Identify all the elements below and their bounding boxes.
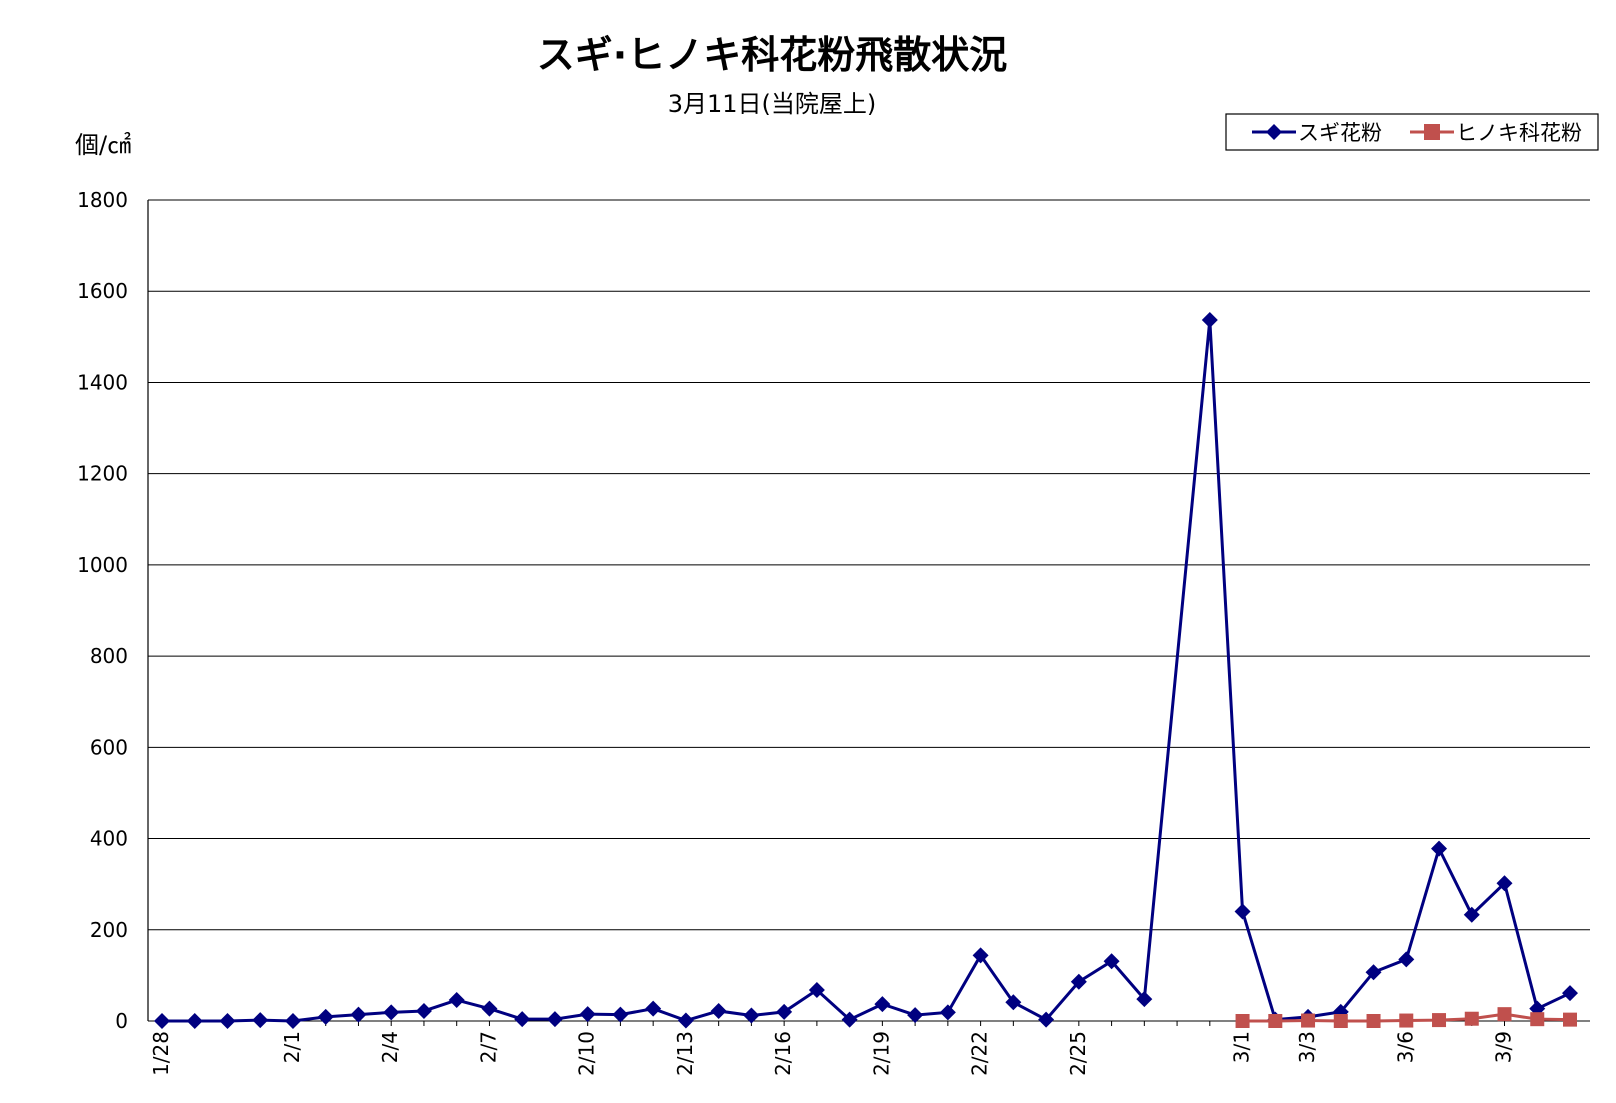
data-point <box>1038 1011 1055 1028</box>
data-point <box>154 1013 170 1029</box>
legend-label-0: スギ花粉 <box>1298 121 1382 145</box>
legend-marker-diamond-icon <box>1266 124 1282 140</box>
x-tick-label: 2/22 <box>968 1031 992 1076</box>
y-tick-label: 0 <box>115 1009 128 1033</box>
data-point <box>383 1004 400 1021</box>
data-point <box>1497 1007 1512 1022</box>
data-point <box>907 1007 924 1024</box>
data-point <box>1268 1014 1283 1028</box>
data-point <box>1235 1014 1250 1028</box>
series-1 <box>1235 1007 1577 1028</box>
data-point <box>1431 840 1448 857</box>
data-point <box>252 1012 269 1029</box>
x-tick-label: 2/25 <box>1066 1031 1090 1076</box>
data-point <box>1463 906 1480 923</box>
data-point <box>645 1000 662 1017</box>
x-tick-label: 2/16 <box>771 1031 795 1076</box>
data-point <box>972 947 989 964</box>
x-tick-label: 2/7 <box>476 1031 500 1063</box>
plot-area <box>154 311 1578 1029</box>
y-tick-label: 1200 <box>77 462 128 486</box>
x-tick-label: 2/10 <box>575 1031 599 1076</box>
data-point <box>710 1002 727 1019</box>
data-point <box>579 1006 596 1023</box>
data-point <box>1464 1011 1479 1026</box>
data-point <box>1234 903 1251 920</box>
y-tick-label: 1400 <box>77 370 128 394</box>
x-tick-label: 2/1 <box>280 1031 304 1063</box>
y-tick-labels: 0 200 400 600 800 1000 1200 1400 1600 1800 <box>77 188 128 1033</box>
x-tick-label: 3/3 <box>1295 1031 1319 1063</box>
gridlines <box>147 199 1590 1026</box>
data-point <box>1365 964 1382 981</box>
chart-subtitle: 3月11日(当院屋上) <box>668 90 877 118</box>
y-axis-label: 個/㎠ <box>75 131 131 159</box>
data-point <box>317 1008 334 1025</box>
data-point <box>1201 311 1218 328</box>
data-point <box>1005 994 1022 1011</box>
data-point <box>1562 985 1578 1002</box>
data-point <box>1398 951 1415 968</box>
data-point <box>1301 1013 1316 1028</box>
x-tick-label: 2/4 <box>378 1031 402 1063</box>
y-tick-label: 1000 <box>77 553 128 577</box>
x-tick-label: 2/13 <box>673 1031 697 1076</box>
data-point <box>874 996 891 1013</box>
data-point <box>415 1002 432 1019</box>
data-point <box>546 1011 563 1028</box>
data-point <box>1103 953 1120 970</box>
data-point <box>1333 1014 1348 1028</box>
data-point <box>677 1012 694 1029</box>
data-point <box>284 1013 301 1029</box>
data-point <box>1070 973 1087 990</box>
y-tick-label: 200 <box>90 918 128 942</box>
data-point <box>1432 1013 1447 1028</box>
data-point <box>1136 991 1153 1008</box>
x-tick-label: 1/28 <box>149 1031 173 1076</box>
data-point <box>481 1000 498 1017</box>
data-point <box>1366 1014 1381 1028</box>
y-tick-label: 1600 <box>77 279 128 303</box>
x-tick-label: 2/19 <box>869 1031 893 1076</box>
data-point <box>1563 1012 1577 1027</box>
x-tick-label: 3/9 <box>1492 1031 1516 1063</box>
data-point <box>1530 1012 1545 1027</box>
data-point <box>1399 1013 1414 1028</box>
x-tick-labels: 1/28 2/1 2/4 2/7 2/10 2/13 2/16 2/19 2/22 2/25 3/1… <box>149 1031 1516 1076</box>
chart-title: スギ·ヒノキ科花粉飛散状況 <box>537 33 1007 77</box>
y-tick-label: 800 <box>90 644 128 668</box>
legend: スギ花粉 ヒノキ科花粉 <box>1225 113 1599 151</box>
data-point <box>743 1007 760 1024</box>
y-tick-label: 400 <box>90 827 128 851</box>
data-point <box>808 981 825 998</box>
data-point <box>841 1011 858 1028</box>
y-tick-label: 1800 <box>77 188 128 212</box>
x-tick-label: 3/6 <box>1393 1031 1417 1063</box>
data-point <box>1496 875 1513 892</box>
legend-marker-square-icon <box>1424 124 1440 140</box>
data-point <box>612 1006 629 1023</box>
data-point <box>514 1011 531 1028</box>
data-point <box>776 1003 793 1020</box>
series-line <box>162 319 1571 1023</box>
x-tick-label: 3/1 <box>1230 1031 1254 1063</box>
data-point <box>219 1013 236 1029</box>
data-point <box>186 1013 203 1029</box>
data-point <box>350 1006 367 1023</box>
data-point <box>448 992 465 1009</box>
legend-label-1: ヒノキ科花粉 <box>1456 121 1582 145</box>
y-tick-label: 600 <box>90 735 128 759</box>
series-0 <box>154 311 1578 1029</box>
data-point <box>939 1004 956 1021</box>
